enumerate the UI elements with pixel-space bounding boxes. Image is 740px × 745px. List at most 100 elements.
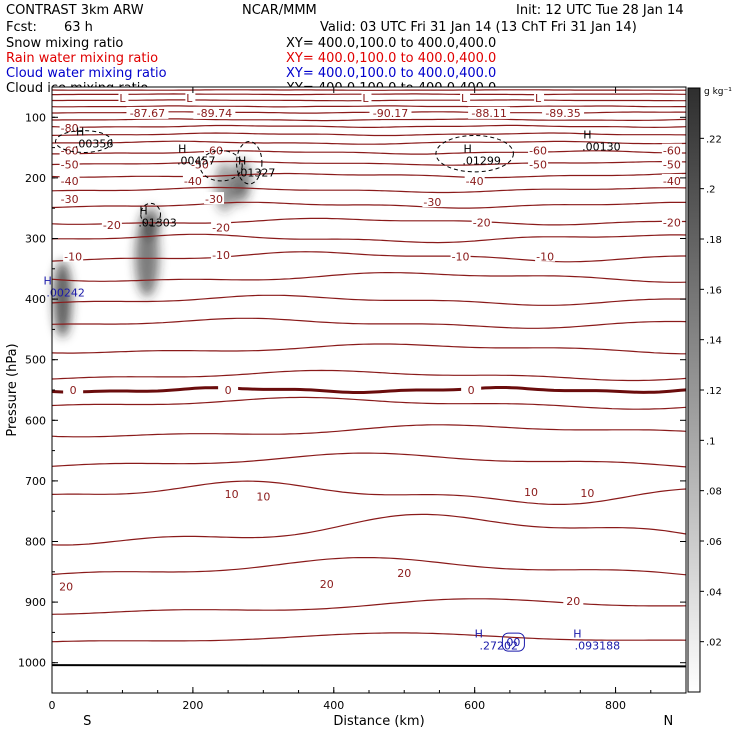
isotherm-label: -10 xyxy=(64,251,82,264)
snow-contour xyxy=(140,202,161,226)
isotherm-label-bg xyxy=(422,195,443,208)
isotherm-label-bg xyxy=(461,383,482,395)
isotherm-line xyxy=(51,632,687,643)
isotherm-label: 0 xyxy=(468,384,475,397)
isotherm-label-bg xyxy=(218,383,239,395)
isotherm-label-bg xyxy=(59,157,80,170)
isotherm-line xyxy=(51,186,687,194)
y-tick-label: 300 xyxy=(25,233,46,246)
isotherm-label: 0 xyxy=(70,384,77,397)
y-tick-label: 500 xyxy=(25,354,46,367)
isotherm-label: -10 xyxy=(536,251,554,264)
isotherm-label: -20 xyxy=(212,222,230,235)
isotherm-line xyxy=(51,513,687,546)
isotherm-line xyxy=(52,150,686,155)
low-value-bg xyxy=(542,106,585,119)
isotherm-label: -10 xyxy=(452,251,470,264)
colorbar-tick-label: .2 xyxy=(706,185,716,196)
field-name-0: Snow mixing ratio xyxy=(6,36,123,51)
colorbar-tick-label: .12 xyxy=(706,386,722,397)
org-label: NCAR/MMM xyxy=(242,3,317,18)
isotherm-label-bg xyxy=(59,121,80,134)
snow-max-label: H xyxy=(463,143,471,156)
isotherm-label: -20 xyxy=(473,217,491,230)
isotherm-label-bg xyxy=(535,249,556,262)
isotherm-label-bg xyxy=(204,143,225,156)
colorbar-tick-label: .02 xyxy=(706,638,722,649)
isotherm-line xyxy=(51,396,687,410)
isotherm-label: -40 xyxy=(184,175,202,188)
x-end-right: N xyxy=(664,714,674,729)
isotherm-line xyxy=(51,317,687,329)
isotherm-label: 10 xyxy=(580,487,594,500)
y-tick-label: 700 xyxy=(25,475,46,488)
y-tick-label: 600 xyxy=(25,414,46,427)
x-tick-label: 600 xyxy=(464,699,485,712)
isotherm-label: -40 xyxy=(466,175,484,188)
isotherm-label-bg xyxy=(661,143,682,156)
snow-max-value: .01303 xyxy=(138,216,177,229)
x-axis-title: Distance (km) xyxy=(333,714,424,729)
isotherm-label-bg xyxy=(661,157,682,170)
low-mark-label: L xyxy=(535,92,542,105)
isotherm-line xyxy=(51,557,687,576)
model-title: CONTRAST 3km ARW xyxy=(6,3,144,18)
y-tick-label: 200 xyxy=(25,172,46,185)
isotherm-line xyxy=(51,160,687,166)
low-mark-label: L xyxy=(461,92,468,105)
cloud-water-contour xyxy=(501,632,525,652)
low-value-bg xyxy=(369,106,412,119)
isotherm-labels: -80-60 -60 -60 -60-50 -50 -50 -50-40 -40 -40 -40-… xyxy=(56,121,682,608)
field-xy-2: XY= 400.0,100.0 to 400.0,400.0 xyxy=(286,66,496,81)
x-end-left: S xyxy=(83,714,91,729)
cloud-water-max-label: H xyxy=(43,275,51,288)
isotherm-label: -50 xyxy=(529,159,547,172)
isotherm-label-bg xyxy=(563,593,584,606)
isotherm-line xyxy=(51,105,686,108)
snow-max-value: .01327 xyxy=(237,167,276,180)
plot-area: -80-60 -60 -60 -60-50 -50 -50 -50-40 -40 -40 -40-… xyxy=(43,87,687,693)
isotherm-label-bg xyxy=(253,489,274,502)
isotherm-label-bg xyxy=(464,173,485,186)
low-mark-label: L xyxy=(119,92,126,105)
isotherm-line xyxy=(51,424,687,438)
isotherm-label: -40 xyxy=(663,175,681,188)
snow-max-value: .00457 xyxy=(177,155,216,168)
isotherm-label-bg xyxy=(528,143,549,156)
low-mark-bg xyxy=(118,91,129,104)
isotherm-label-bg xyxy=(521,484,542,497)
field-name-2: Cloud water mixing ratio xyxy=(6,66,167,81)
low-mark-value: -90.17 xyxy=(373,107,408,120)
isotherm-line xyxy=(51,480,687,505)
snow-max-label: H xyxy=(139,204,147,217)
colorbar-tick-label: .16 xyxy=(706,285,722,296)
x-tick-label: 200 xyxy=(182,699,203,712)
isotherm-line xyxy=(51,124,687,129)
field-xy-0: XY= 400.0,100.0 to 400.0,400.0 xyxy=(286,36,496,51)
shade-blob xyxy=(228,181,249,206)
isotherm-label-bg xyxy=(577,486,598,499)
isotherm-line xyxy=(51,272,687,283)
isotherm-label: 10 xyxy=(256,491,270,504)
low-value-bg xyxy=(193,106,236,119)
colorbar-tick-label: .14 xyxy=(706,336,722,347)
low-value-bg xyxy=(126,106,169,119)
isotherm-label: -20 xyxy=(103,219,121,232)
low-mark-bg xyxy=(361,91,372,104)
snow-contours xyxy=(55,130,514,226)
low-mark-label: L xyxy=(362,92,369,105)
isotherm-line xyxy=(51,452,687,468)
isotherm-line xyxy=(51,89,686,91)
isotherm-line xyxy=(51,132,687,137)
cloud-water-contour-label: 00 xyxy=(506,636,520,649)
isotherm-label-bg xyxy=(394,566,415,579)
isotherm-line xyxy=(51,172,687,179)
isotherm-label: 10 xyxy=(524,486,538,499)
fcst-label: Fcst: xyxy=(6,20,37,35)
isotherm-label-bg xyxy=(63,383,84,395)
isotherm-label: -50 xyxy=(61,159,79,172)
isotherm-label: 20 xyxy=(566,595,580,608)
x-tick-label: 400 xyxy=(323,699,344,712)
